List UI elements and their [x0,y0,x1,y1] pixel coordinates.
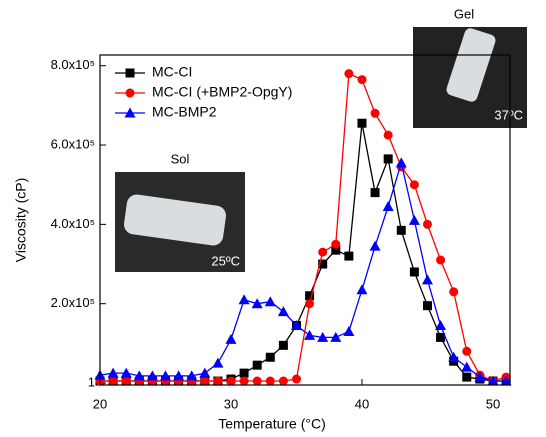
marker [253,361,262,370]
x-tick-label: 50 [486,396,500,411]
marker [343,326,354,336]
marker [331,240,340,249]
marker [357,119,366,128]
marker [305,299,314,308]
annotation: Gel [454,6,474,21]
marker [279,341,288,350]
y-tick-label: 8.0x10⁵ [51,57,95,72]
marker [278,306,289,316]
marker [226,377,235,386]
marker [371,109,380,118]
marker [461,362,472,372]
marker [239,294,250,304]
marker [240,377,249,386]
marker [240,369,249,378]
annotation: Sol [171,151,190,166]
legend-marker [126,69,135,78]
marker [383,201,394,211]
marker [422,274,433,284]
marker [200,377,209,386]
marker [357,75,366,84]
marker [292,375,301,384]
marker [371,188,380,197]
marker [409,215,420,225]
marker [435,320,446,330]
y-tick-label: 4.0x10⁵ [51,216,95,231]
marker [122,377,131,386]
marker [265,296,276,306]
marker [370,241,381,251]
y-tick-label: 1 [88,374,95,389]
y-axis-label: Viscosity (cP) [13,178,29,263]
marker [304,330,315,340]
marker [318,248,327,257]
marker [344,69,353,78]
marker [462,347,471,356]
marker [356,284,367,294]
marker [462,373,471,382]
marker [397,226,406,235]
marker [199,368,210,378]
legend-label: MC-CI [152,64,192,80]
y-tick-label: 2.0x10⁵ [51,295,95,310]
marker [410,180,419,189]
marker [266,353,275,362]
legend-marker [126,89,135,98]
y-tick-label: 6.0x10⁵ [51,136,95,151]
marker [449,287,458,296]
annotation: 37ºC [494,107,523,122]
marker [266,377,275,386]
marker [384,154,393,163]
x-tick-label: 30 [224,396,238,411]
marker [344,252,353,261]
marker [109,377,118,386]
marker [410,267,419,276]
x-axis-label: Temperature (°C) [218,416,326,432]
x-tick-label: 40 [355,396,369,411]
annotation: 25ºC [211,253,240,268]
marker [384,131,393,140]
chart: Sol 25ºC Gel 37ºC Temperature (°C) Visco… [0,0,546,437]
marker [212,358,223,368]
marker [279,377,288,386]
marker [225,334,236,344]
marker [436,256,445,265]
marker [253,377,262,386]
legend-label: MC-BMP2 [152,104,217,120]
marker [213,377,222,386]
marker [423,220,432,229]
legend-label: MC-CI (+BMP2-OpgY) [152,84,292,100]
x-tick-label: 20 [93,396,107,411]
marker [423,301,432,310]
